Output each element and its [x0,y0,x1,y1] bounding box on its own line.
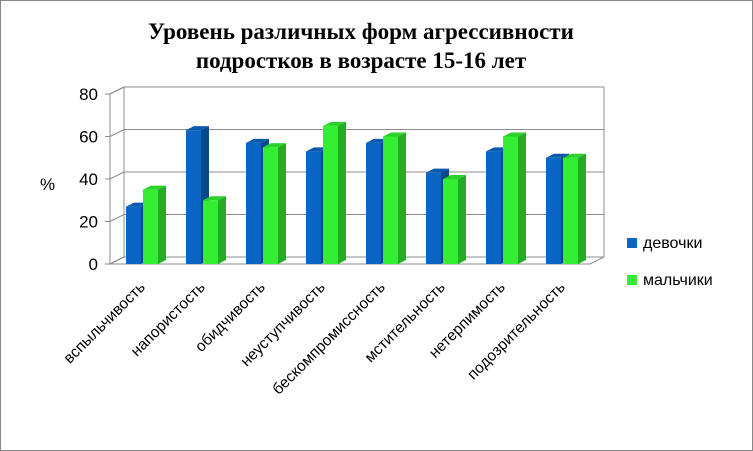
bar [383,132,406,264]
legend-label: мальчики [643,272,713,289]
bar [323,121,346,264]
bar-top [443,175,466,179]
bar-side [338,121,346,264]
bar-side [398,132,406,264]
gridline [109,86,604,95]
plot-walls [109,86,605,265]
bar-top [186,126,209,131]
y-axis-ticks: 0 20 40 60 80 [79,85,98,274]
y-tick-label: 80 [79,85,98,104]
bar-top [246,138,269,143]
chart-title: Уровень различных форм агрессивности под… [61,17,661,75]
bar-side [578,153,586,264]
chart-title-line-1: Уровень различных форм агрессивности [148,19,574,44]
bar-top [426,168,449,173]
bar-top [383,132,406,137]
chart-title-line-2: подростков в возрасте 15-16 лет [195,48,527,73]
bar-front [186,130,201,264]
bar-top [263,143,286,148]
bar-front [203,200,218,264]
bar-front [563,157,578,264]
bar [563,153,586,264]
bar-top [503,132,526,137]
bar-top [203,196,226,201]
bar-top [546,153,569,158]
bar-side [158,185,166,264]
bar-front [323,125,338,264]
bar-front [366,142,381,264]
bar-top [323,121,346,126]
x-tick-label: бескомпромиссность [269,279,388,398]
bar-front [443,179,458,264]
bar-top [563,153,586,158]
y-tick-label: 60 [79,128,98,147]
bar-side [518,132,526,264]
legend-label: девочки [643,235,702,252]
bar [503,132,526,264]
bar-front [246,142,261,264]
x-axis-labels: вспыльчивостьнапористостьобидчивостьнеус… [61,279,569,398]
floor [109,256,605,265]
bar-front [126,206,141,264]
bar-front [263,147,278,264]
bar-side [218,196,226,264]
bar-front [143,189,158,264]
bar-side [458,175,466,264]
bar-side [278,143,286,264]
y-tick-label: 0 [89,255,98,274]
y-tick-label: 20 [79,213,98,232]
bar [443,175,466,264]
bar-front [486,151,501,264]
bar-front [306,151,321,264]
bar [203,196,226,264]
bar-front [426,172,441,264]
bar [143,185,166,264]
bars [126,121,586,264]
bar [263,143,286,264]
bar-front [546,157,561,264]
y-axis-label: % [40,175,55,194]
bar-front [383,136,398,264]
gridline [109,129,604,137]
legend: девочки мальчики [627,235,713,289]
bar-front [503,136,518,264]
legend-swatch [627,275,637,285]
y-tick-label: 40 [79,170,98,189]
bar-top [143,185,166,190]
legend-swatch [627,238,637,248]
